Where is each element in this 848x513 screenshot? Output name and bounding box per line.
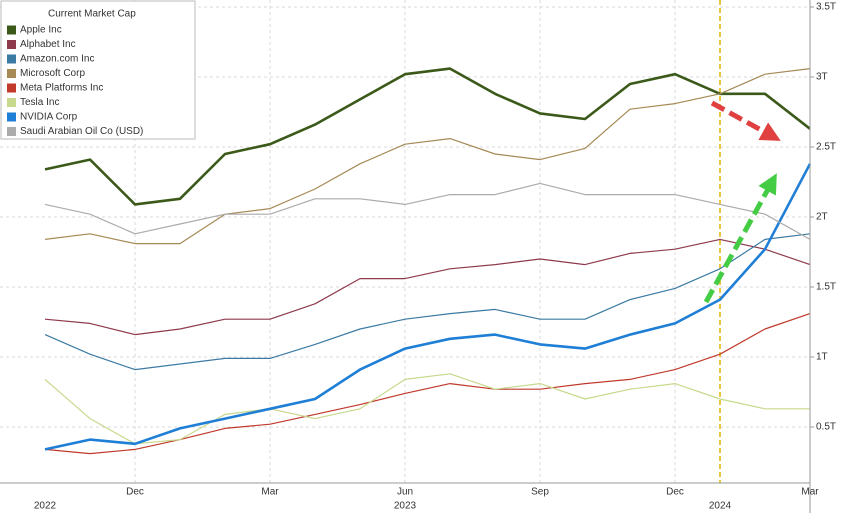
series-line: [44, 182, 811, 240]
series-line: [44, 68, 811, 245]
y-tick-label: 3T: [816, 72, 828, 83]
series-line: [44, 313, 811, 455]
x-tick-label: Sep: [531, 487, 549, 498]
year-label: 2023: [394, 501, 417, 512]
series-line: [44, 373, 810, 445]
x-tick-label: Dec: [666, 487, 684, 498]
lines: [44, 0, 812, 513]
x-axis-band: [0, 483, 810, 513]
legend-label: Tesla Inc: [20, 97, 59, 108]
series-line: [44, 238, 811, 336]
legend-box: [0, 0, 196, 140]
series-line: [44, 163, 812, 451]
y-tick-label: 2.5T: [816, 142, 836, 153]
y-tick-label: 0.5T: [816, 422, 836, 433]
y-tick-label: 1.5T: [816, 282, 836, 293]
legend-swatch: [7, 112, 16, 122]
legend-title: Current Market Cap: [48, 9, 136, 20]
y-tick-label: 2T: [816, 212, 828, 223]
x-tick-label: Jun: [397, 487, 413, 498]
y-tick-label: 3.5T: [816, 2, 836, 13]
legend-swatch: [7, 127, 16, 136]
legend-label: Microsoft Corp: [20, 68, 85, 79]
legend: Current Market Cap Apple Inc Alphabet Inc…: [0, 0, 196, 140]
legend-label: Meta Platforms Inc: [20, 83, 103, 94]
axes: 0.5T 1T 1.5T 2T 2.5T 3T 3.5T Dec Mar Jun Sep Dec Mar…: [34, 2, 836, 512]
year-label: 2022: [34, 501, 57, 512]
legend-swatch: [7, 98, 16, 107]
x-tick-label: Mar: [261, 487, 279, 498]
legend-swatch: [7, 83, 16, 93]
series-line: [44, 233, 811, 371]
legend-swatch: [7, 25, 16, 35]
trend-arrow-down: [710, 100, 781, 141]
x-tick-label: Mar: [801, 487, 819, 498]
legend-swatch: [7, 40, 16, 49]
legend-label: Apple Inc: [20, 25, 62, 36]
year-label: 2024: [709, 501, 732, 512]
legend-label: NVIDIA Corp: [20, 112, 78, 123]
y-tick-label: 1T: [816, 352, 828, 363]
series-line: [44, 67, 811, 206]
legend-swatch: [7, 69, 16, 78]
x-tick-label: Dec: [126, 487, 144, 498]
legend-swatch: [7, 54, 16, 64]
legend-label: Saudi Arabian Oil Co (USD): [20, 126, 143, 137]
trend-arrow-up: [703, 173, 777, 304]
legend-label: Amazon.com Inc: [20, 54, 94, 65]
legend-label: Alphabet Inc: [20, 39, 76, 50]
